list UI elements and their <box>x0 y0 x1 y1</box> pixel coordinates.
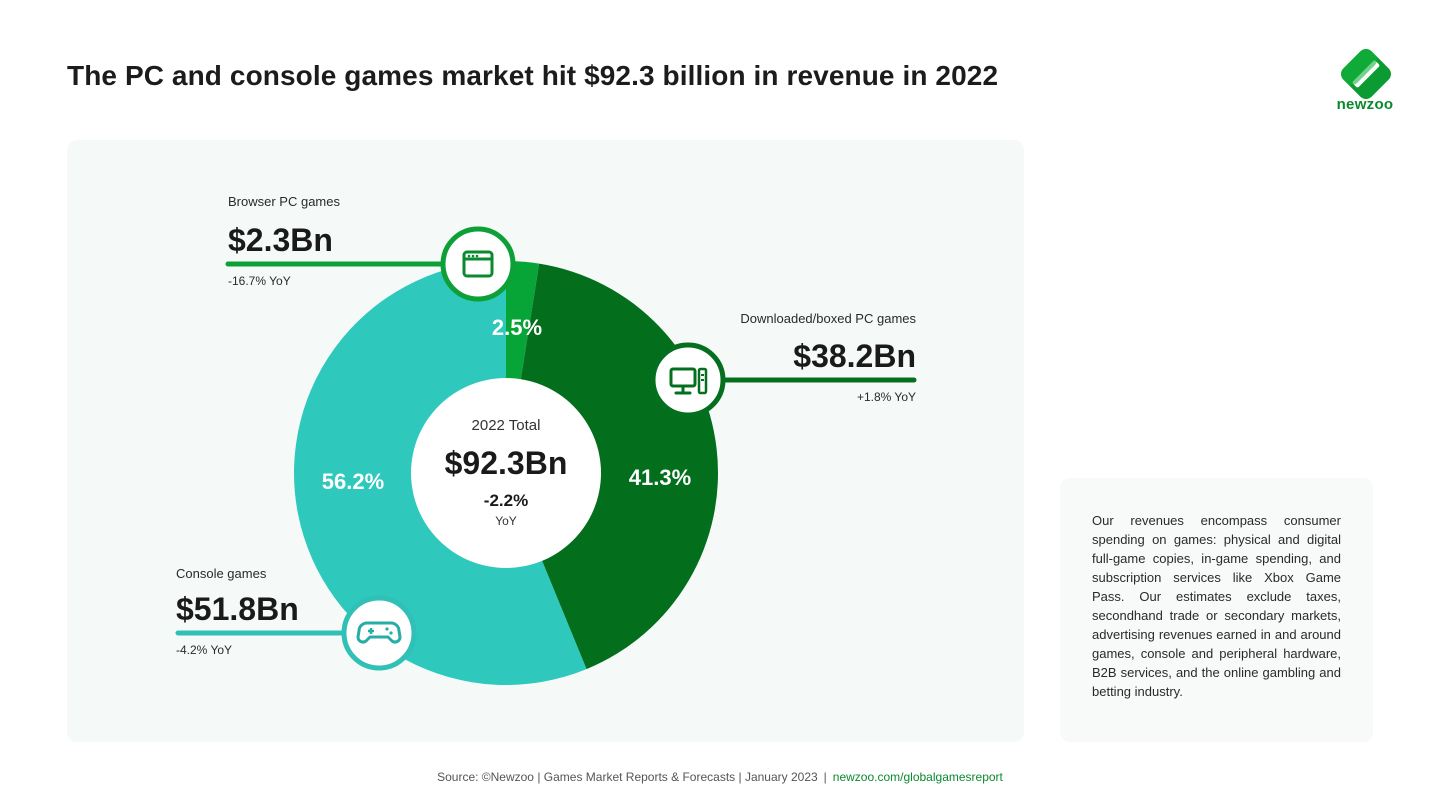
category-yoy-browser: -16.7% YoY <box>228 274 291 288</box>
category-yoy-downloaded: +1.8% YoY <box>857 390 916 404</box>
category-name-downloaded: Downloaded/boxed PC games <box>740 311 916 326</box>
browser-window-icon <box>462 250 494 278</box>
source-separator: | <box>823 770 827 784</box>
category-name-browser: Browser PC games <box>228 194 340 209</box>
source-link[interactable]: newzoo.com/globalgamesreport <box>832 770 1003 784</box>
category-yoy-console: -4.2% YoY <box>176 643 232 657</box>
logo-wordmark: newzoo <box>1336 96 1394 113</box>
icon-badge-console <box>341 595 417 671</box>
category-value-downloaded: $38.2Bn <box>793 338 916 374</box>
share-label-browser: 2.5% <box>492 315 542 340</box>
share-label-downloaded: 41.3% <box>629 465 691 490</box>
icon-badge-browser <box>440 226 516 302</box>
center-total-label: 2022 Total <box>472 417 541 434</box>
desktop-computer-icon <box>669 367 708 395</box>
callout-browser: Browser PC games $2.3Bn -16.7% YoY <box>225 194 516 302</box>
donut-center-hole <box>411 378 601 568</box>
source-text: Source: ©Newzoo | Games Market Reports &… <box>437 770 818 784</box>
methodology-note-text: Our revenues encompass consumer spending… <box>1092 513 1341 699</box>
category-value-browser: $2.3Bn <box>228 222 333 258</box>
methodology-note-panel: Our revenues encompass consumer spending… <box>1060 478 1373 742</box>
category-value-console: $51.8Bn <box>176 591 299 627</box>
center-total-yoy: YoY <box>495 514 517 528</box>
source-footer: Source: ©Newzoo | Games Market Reports &… <box>0 770 1440 784</box>
center-total-change: -2.2% <box>484 491 528 510</box>
category-name-console: Console games <box>176 566 267 581</box>
gamepad-icon <box>356 621 402 644</box>
center-total-value: $92.3Bn <box>445 445 568 481</box>
callout-console: Console games $51.8Bn -4.2% YoY <box>175 566 417 671</box>
callout-downloaded: Downloaded/boxed PC games $38.2Bn +1.8% … <box>650 311 917 418</box>
share-label-console: 56.2% <box>322 469 384 494</box>
newzoo-logo-icon <box>1341 49 1391 99</box>
page-title: The PC and console games market hit $92.… <box>67 60 999 91</box>
icon-badge-downloaded <box>650 342 726 418</box>
